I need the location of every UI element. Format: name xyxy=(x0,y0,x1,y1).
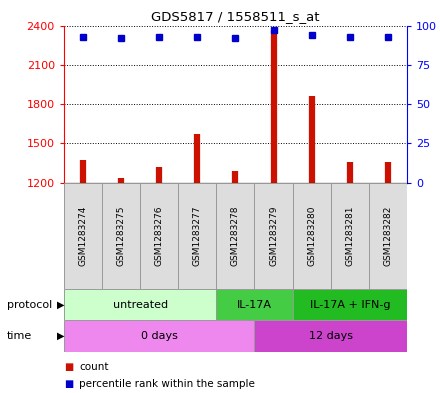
Text: ▶: ▶ xyxy=(57,299,65,310)
Bar xyxy=(216,289,293,320)
Bar xyxy=(216,183,254,289)
Bar xyxy=(64,320,254,352)
Bar xyxy=(293,183,331,289)
Bar xyxy=(178,183,216,289)
Text: GSM1283278: GSM1283278 xyxy=(231,206,240,266)
Text: IL-17A + IFN-g: IL-17A + IFN-g xyxy=(310,299,390,310)
Text: percentile rank within the sample: percentile rank within the sample xyxy=(79,379,255,389)
Bar xyxy=(140,183,178,289)
Text: ▶: ▶ xyxy=(57,331,65,341)
Text: ■: ■ xyxy=(64,379,73,389)
Bar xyxy=(369,183,407,289)
Text: count: count xyxy=(79,362,109,373)
Text: GSM1283276: GSM1283276 xyxy=(154,206,164,266)
Bar xyxy=(254,320,407,352)
Text: GSM1283279: GSM1283279 xyxy=(269,206,278,266)
Text: IL-17A: IL-17A xyxy=(237,299,272,310)
Text: untreated: untreated xyxy=(113,299,168,310)
Text: GSM1283282: GSM1283282 xyxy=(383,206,392,266)
Text: GSM1283280: GSM1283280 xyxy=(307,206,316,266)
Bar xyxy=(64,183,102,289)
Text: GSM1283275: GSM1283275 xyxy=(117,206,125,266)
Text: 0 days: 0 days xyxy=(141,331,178,341)
Text: GSM1283274: GSM1283274 xyxy=(78,206,88,266)
Bar xyxy=(331,183,369,289)
Text: protocol: protocol xyxy=(7,299,52,310)
Bar xyxy=(254,183,293,289)
Text: GSM1283277: GSM1283277 xyxy=(193,206,202,266)
Bar xyxy=(293,289,407,320)
Text: ■: ■ xyxy=(64,362,73,373)
Bar xyxy=(102,183,140,289)
Text: 12 days: 12 days xyxy=(309,331,353,341)
Title: GDS5817 / 1558511_s_at: GDS5817 / 1558511_s_at xyxy=(151,10,319,23)
Bar xyxy=(64,289,216,320)
Text: time: time xyxy=(7,331,32,341)
Text: GSM1283281: GSM1283281 xyxy=(345,206,354,266)
